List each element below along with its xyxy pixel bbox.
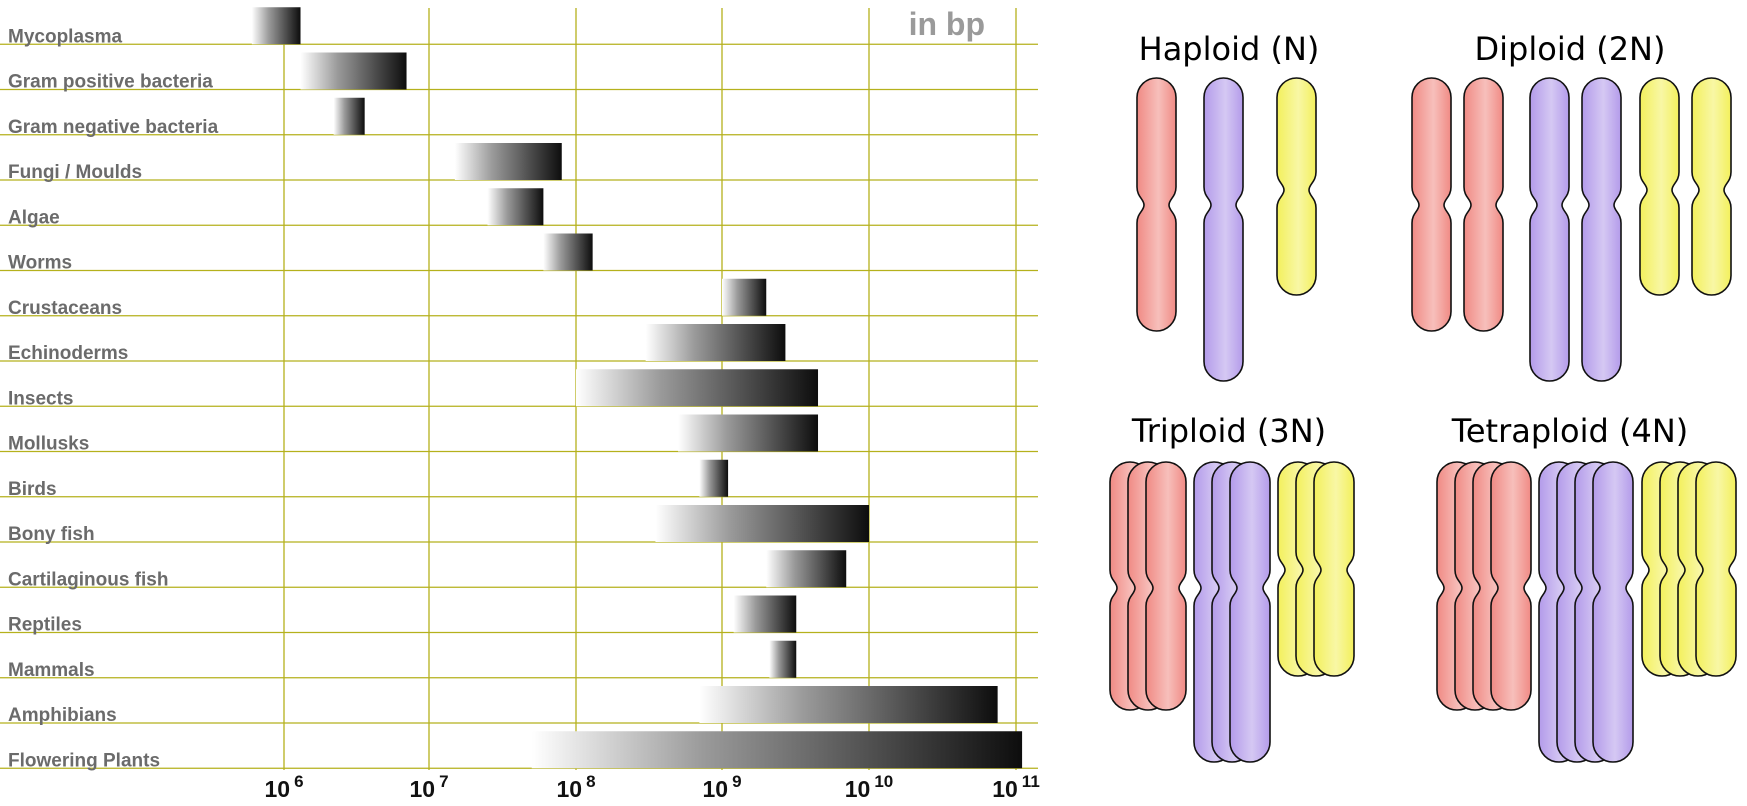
range-bar bbox=[722, 278, 767, 316]
range-bar bbox=[543, 233, 593, 271]
red-chromosome-shape bbox=[1136, 77, 1177, 332]
range-bar bbox=[766, 550, 847, 588]
chromosomes bbox=[1109, 77, 1737, 763]
category-label: Reptiles bbox=[8, 615, 82, 636]
red-chromosome bbox=[1136, 77, 1177, 332]
genome-size-chart: Mycoplasma Gram positive bacteria Gram neg… bbox=[0, 6, 1040, 802]
yellow-chromosome bbox=[1313, 461, 1355, 677]
category-label: Echinoderms bbox=[8, 343, 128, 364]
yellow-chromosome bbox=[1276, 77, 1317, 296]
tick-label: 10 11 bbox=[992, 772, 1040, 802]
red-chromosome bbox=[1490, 461, 1532, 711]
range-bar bbox=[300, 52, 407, 90]
purple-chromosome-shape bbox=[1203, 77, 1244, 382]
purple-chromosome bbox=[1203, 77, 1244, 382]
range-bar bbox=[531, 731, 1023, 769]
category-label: Bony fish bbox=[8, 524, 95, 545]
ploidy-title: Triploid (3N) bbox=[1131, 412, 1326, 450]
range-bars bbox=[251, 7, 1023, 769]
yellow-chromosome-shape bbox=[1276, 77, 1317, 296]
category-label: Crustaceans bbox=[8, 298, 122, 319]
range-bar bbox=[251, 7, 301, 45]
tick-label: 10 10 bbox=[845, 772, 894, 802]
ploidy-titles: Haploid (N) Diploid (2N) Triploid (3N) Tetr… bbox=[1131, 30, 1688, 450]
red-chromosome-shape bbox=[1463, 77, 1504, 332]
range-bar bbox=[769, 640, 797, 678]
category-label: Cartilaginous fish bbox=[8, 569, 168, 590]
red-chromosome bbox=[1145, 461, 1187, 711]
red-chromosome bbox=[1411, 77, 1452, 332]
ploidy-title: Diploid (2N) bbox=[1475, 30, 1666, 68]
purple-chromosome-shape bbox=[1229, 461, 1271, 763]
red-chromosome bbox=[1463, 77, 1504, 332]
category-label: Gram negative bacteria bbox=[8, 117, 219, 138]
red-chromosome-shape bbox=[1490, 461, 1532, 711]
purple-chromosome-shape bbox=[1581, 77, 1622, 382]
category-label: Mycoplasma bbox=[8, 26, 122, 47]
category-label: Algae bbox=[8, 207, 60, 228]
tick-label: 10 9 bbox=[702, 772, 741, 802]
ploidy-title: Tetraploid (4N) bbox=[1451, 412, 1689, 450]
ploidy-diagram: Haploid (N) Diploid (2N) Triploid (3N) Tetr… bbox=[1109, 30, 1737, 763]
red-chromosome-shape bbox=[1411, 77, 1452, 332]
category-label: Insects bbox=[8, 388, 73, 409]
tick-label: 10 6 bbox=[264, 772, 303, 802]
range-bar bbox=[576, 369, 819, 407]
category-label: Birds bbox=[8, 479, 57, 500]
range-bar bbox=[487, 188, 544, 226]
range-bar bbox=[699, 459, 729, 497]
range-bar bbox=[678, 414, 819, 452]
category-label: Worms bbox=[8, 253, 72, 274]
range-bar bbox=[333, 97, 365, 135]
tick-label: 10 8 bbox=[556, 772, 595, 802]
category-label: Amphibians bbox=[8, 705, 117, 726]
purple-chromosome bbox=[1529, 77, 1570, 382]
x-axis-tick-labels: 10 6 10 7 10 8 10 9 10 10 10 11 bbox=[264, 772, 1039, 802]
range-bar bbox=[454, 143, 562, 180]
yellow-chromosome bbox=[1691, 77, 1732, 296]
purple-chromosome-shape bbox=[1529, 77, 1570, 382]
range-bar bbox=[733, 595, 797, 633]
yellow-chromosome-shape bbox=[1313, 461, 1355, 677]
category-label: Mammals bbox=[8, 660, 95, 681]
purple-chromosome bbox=[1592, 461, 1634, 763]
ploidy-title: Haploid (N) bbox=[1139, 30, 1320, 68]
category-label: Gram positive bacteria bbox=[8, 72, 213, 93]
red-chromosome-shape bbox=[1145, 461, 1187, 711]
tick-label: 10 7 bbox=[409, 772, 448, 802]
purple-chromosome-shape bbox=[1592, 461, 1634, 763]
purple-chromosome bbox=[1581, 77, 1622, 382]
yellow-chromosome bbox=[1695, 461, 1737, 677]
yellow-chromosome-shape bbox=[1691, 77, 1732, 296]
category-label: Flowering Plants bbox=[8, 750, 160, 771]
unit-label: in bp bbox=[909, 6, 985, 42]
yellow-chromosome bbox=[1639, 77, 1680, 296]
range-bar bbox=[655, 505, 869, 542]
category-label: Mollusks bbox=[8, 434, 89, 455]
range-bar bbox=[645, 324, 786, 361]
yellow-chromosome-shape bbox=[1695, 461, 1737, 677]
range-bar bbox=[699, 686, 998, 723]
purple-chromosome bbox=[1229, 461, 1271, 763]
category-label: Fungi / Moulds bbox=[8, 162, 142, 183]
yellow-chromosome-shape bbox=[1639, 77, 1680, 296]
category-labels: Mycoplasma Gram positive bacteria Gram neg… bbox=[8, 26, 219, 771]
